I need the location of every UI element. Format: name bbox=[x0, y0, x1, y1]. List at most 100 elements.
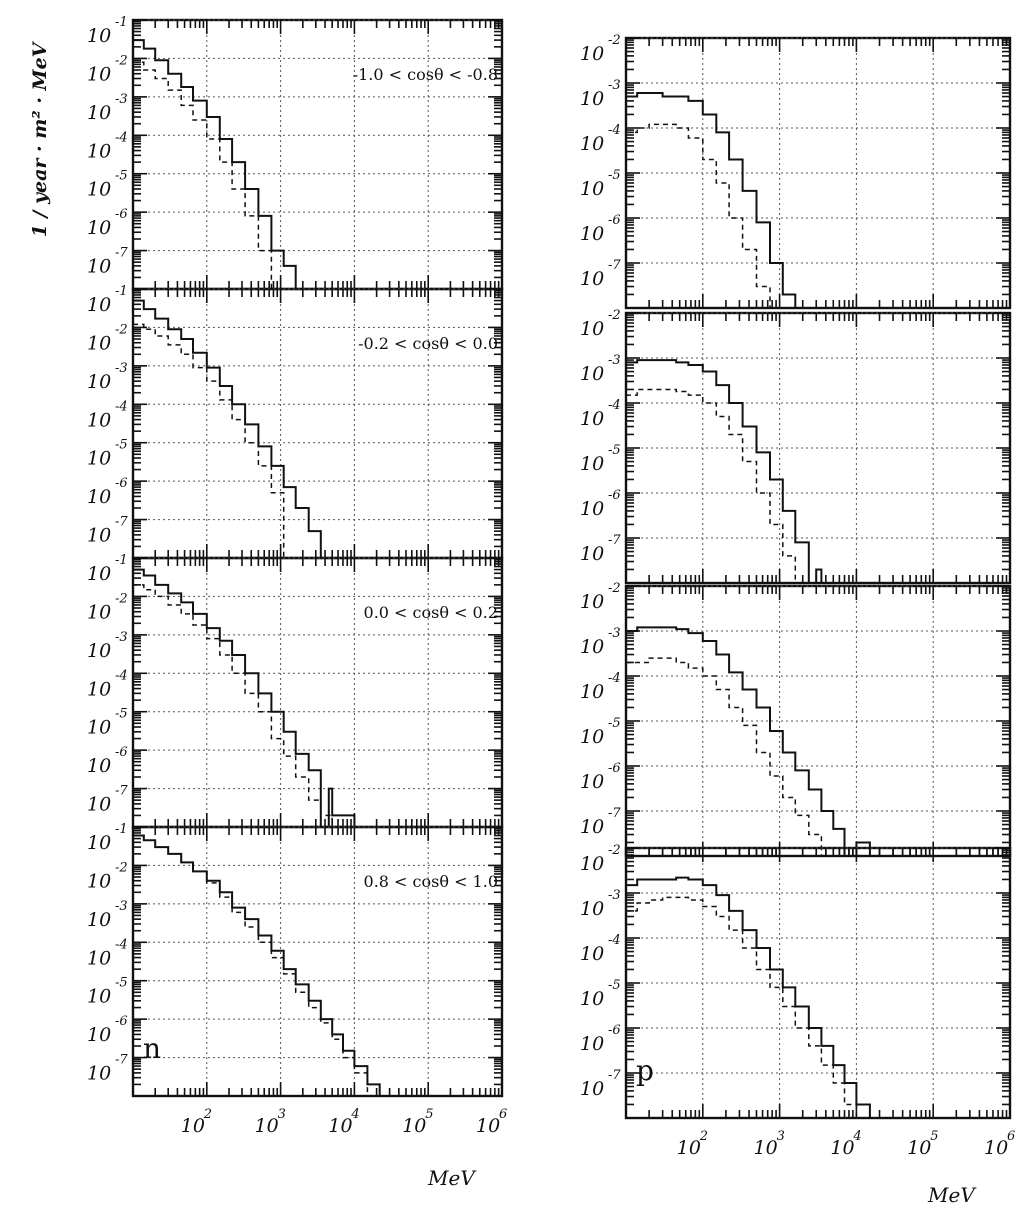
y-tick-exponent: -7 bbox=[608, 1068, 621, 1083]
y-tick-label: 10 bbox=[580, 498, 604, 520]
y-tick-exponent: -4 bbox=[115, 668, 128, 683]
y-tick-exponent: -7 bbox=[115, 1053, 128, 1068]
y-tick-label: 10 bbox=[580, 591, 604, 613]
series-solid bbox=[626, 876, 911, 1119]
y-tick-exponent: -3 bbox=[115, 92, 128, 107]
y-tick-label: 10 bbox=[580, 88, 604, 110]
y-tick-label: 10 bbox=[580, 268, 604, 290]
y-tick-label: 10 bbox=[87, 717, 111, 739]
y-tick-exponent: -5 bbox=[115, 438, 128, 453]
y-tick-exponent: -2 bbox=[115, 591, 128, 606]
series-dashed bbox=[133, 584, 343, 828]
y-tick-exponent: -5 bbox=[115, 169, 128, 184]
x-unit-right: MeV bbox=[927, 1183, 977, 1207]
y-tick-exponent: -6 bbox=[115, 207, 128, 222]
panel-n-4: 10-110-210-310-410-510-610-7102103104105… bbox=[87, 822, 507, 1137]
y-tick-exponent: -6 bbox=[115, 745, 128, 760]
y-tick-exponent: -6 bbox=[608, 488, 621, 503]
y-tick-label: 10 bbox=[87, 525, 111, 547]
y-tick-label: 10 bbox=[580, 543, 604, 565]
x-tick-label: 10 bbox=[984, 1137, 1008, 1159]
series-dashed bbox=[133, 834, 393, 1097]
y-tick-exponent: -2 bbox=[608, 308, 621, 323]
y-tick-exponent: -1 bbox=[115, 553, 128, 568]
y-tick-label: 10 bbox=[580, 988, 604, 1010]
y-tick-label: 10 bbox=[87, 332, 111, 354]
y-tick-exponent: -5 bbox=[608, 168, 621, 183]
x-tick-label: 10 bbox=[255, 1115, 279, 1137]
x-tick-label: 10 bbox=[754, 1137, 778, 1159]
y-tick-exponent: -2 bbox=[608, 33, 621, 48]
y-tick-exponent: -3 bbox=[115, 361, 128, 376]
panel-frame bbox=[131, 287, 504, 560]
panel-annotation: -1.0 < cosθ < -0.8 bbox=[353, 65, 498, 84]
y-tick-label: 10 bbox=[580, 453, 604, 475]
y-tick-exponent: -5 bbox=[608, 978, 621, 993]
y-tick-exponent: -2 bbox=[608, 843, 621, 858]
y-tick-label: 10 bbox=[580, 898, 604, 920]
y-axis-label-text: 1 / year · m² · MeV bbox=[29, 40, 51, 237]
panels: 10 -1 10 -2 10 -3 10 -4 10 -5 10 -6 10 -7 -1.0 < cosθ … bbox=[87, 15, 1015, 1159]
y-tick-exponent: -5 bbox=[608, 716, 621, 731]
series-dashed bbox=[626, 388, 809, 584]
y-tick-label: 10 bbox=[580, 636, 604, 658]
y-tick-label: 10 bbox=[87, 294, 111, 316]
y-tick-exponent: -3 bbox=[608, 626, 621, 641]
y-tick-exponent: -2 bbox=[608, 581, 621, 596]
y-tick-exponent: -3 bbox=[608, 888, 621, 903]
y-tick-exponent: -7 bbox=[115, 246, 128, 261]
y-tick-exponent: -4 bbox=[608, 398, 621, 413]
series-dashed bbox=[626, 123, 783, 309]
panel-p-1: 10 -2 10 -3 10 -4 10 -5 10 -6 10 -7 bbox=[580, 33, 1012, 310]
y-tick-exponent: -6 bbox=[115, 1014, 128, 1029]
series-dashed bbox=[133, 61, 284, 290]
y-tick-label: 10 bbox=[580, 133, 604, 155]
x-tick-exponent: 4 bbox=[350, 1107, 359, 1122]
y-tick-exponent: -6 bbox=[608, 213, 621, 228]
y-tick-label: 10 bbox=[580, 43, 604, 65]
panel-n-1: 10 -1 10 -2 10 -3 10 -4 10 -5 10 -6 10 -7 -1.0 < cosθ … bbox=[87, 15, 504, 291]
y-tick-label: 10 bbox=[87, 256, 111, 278]
y-tick-label: 10 bbox=[87, 986, 111, 1008]
series-solid bbox=[133, 39, 303, 290]
series-solid bbox=[626, 92, 803, 309]
x-tick-label: 10 bbox=[181, 1115, 205, 1137]
y-tick-label: 10 bbox=[580, 853, 604, 875]
y-tick-label: 10 bbox=[87, 947, 111, 969]
y-tick-exponent: -2 bbox=[115, 322, 128, 337]
series-solid bbox=[626, 626, 883, 857]
y-tick-label: 10 bbox=[87, 217, 111, 239]
y-tick-exponent: -5 bbox=[608, 443, 621, 458]
x-tick-label: 10 bbox=[677, 1137, 701, 1159]
y-tick-label: 10 bbox=[87, 678, 111, 700]
y-tick-exponent: -6 bbox=[115, 476, 128, 491]
x-tick-label: 10 bbox=[830, 1137, 854, 1159]
y-tick-exponent: -3 bbox=[115, 899, 128, 914]
x-tick-exponent: 5 bbox=[930, 1129, 938, 1144]
series-solid bbox=[133, 568, 380, 828]
y-tick-label: 10 bbox=[580, 726, 604, 748]
y-tick-exponent: -7 bbox=[115, 784, 128, 799]
y-tick-label: 10 bbox=[580, 178, 604, 200]
y-tick-label: 10 bbox=[87, 25, 111, 47]
y-tick-exponent: -5 bbox=[115, 707, 128, 722]
y-tick-label: 10 bbox=[580, 943, 604, 965]
particle-label-p: p bbox=[636, 1054, 654, 1087]
y-tick-exponent: -6 bbox=[608, 761, 621, 776]
y-tick-label: 10 bbox=[87, 601, 111, 623]
x-tick-label: 10 bbox=[328, 1115, 352, 1137]
y-tick-label: 10 bbox=[580, 1078, 604, 1100]
y-tick-exponent: -4 bbox=[115, 130, 128, 145]
panel-frame bbox=[131, 825, 504, 1098]
y-tick-exponent: -3 bbox=[115, 630, 128, 645]
x-tick-exponent: 2 bbox=[699, 1129, 708, 1144]
y-tick-label: 10 bbox=[87, 640, 111, 662]
panel-p-3: 10 -2 10 -3 10 -4 10 -5 10 -6 10 -7 bbox=[580, 581, 1012, 858]
y-tick-exponent: -4 bbox=[115, 937, 128, 952]
y-tick-exponent: -3 bbox=[608, 353, 621, 368]
y-tick-label: 10 bbox=[87, 1063, 111, 1085]
y-tick-label: 10 bbox=[87, 832, 111, 854]
y-tick-label: 10 bbox=[87, 1024, 111, 1046]
y-tick-exponent: -4 bbox=[115, 399, 128, 414]
